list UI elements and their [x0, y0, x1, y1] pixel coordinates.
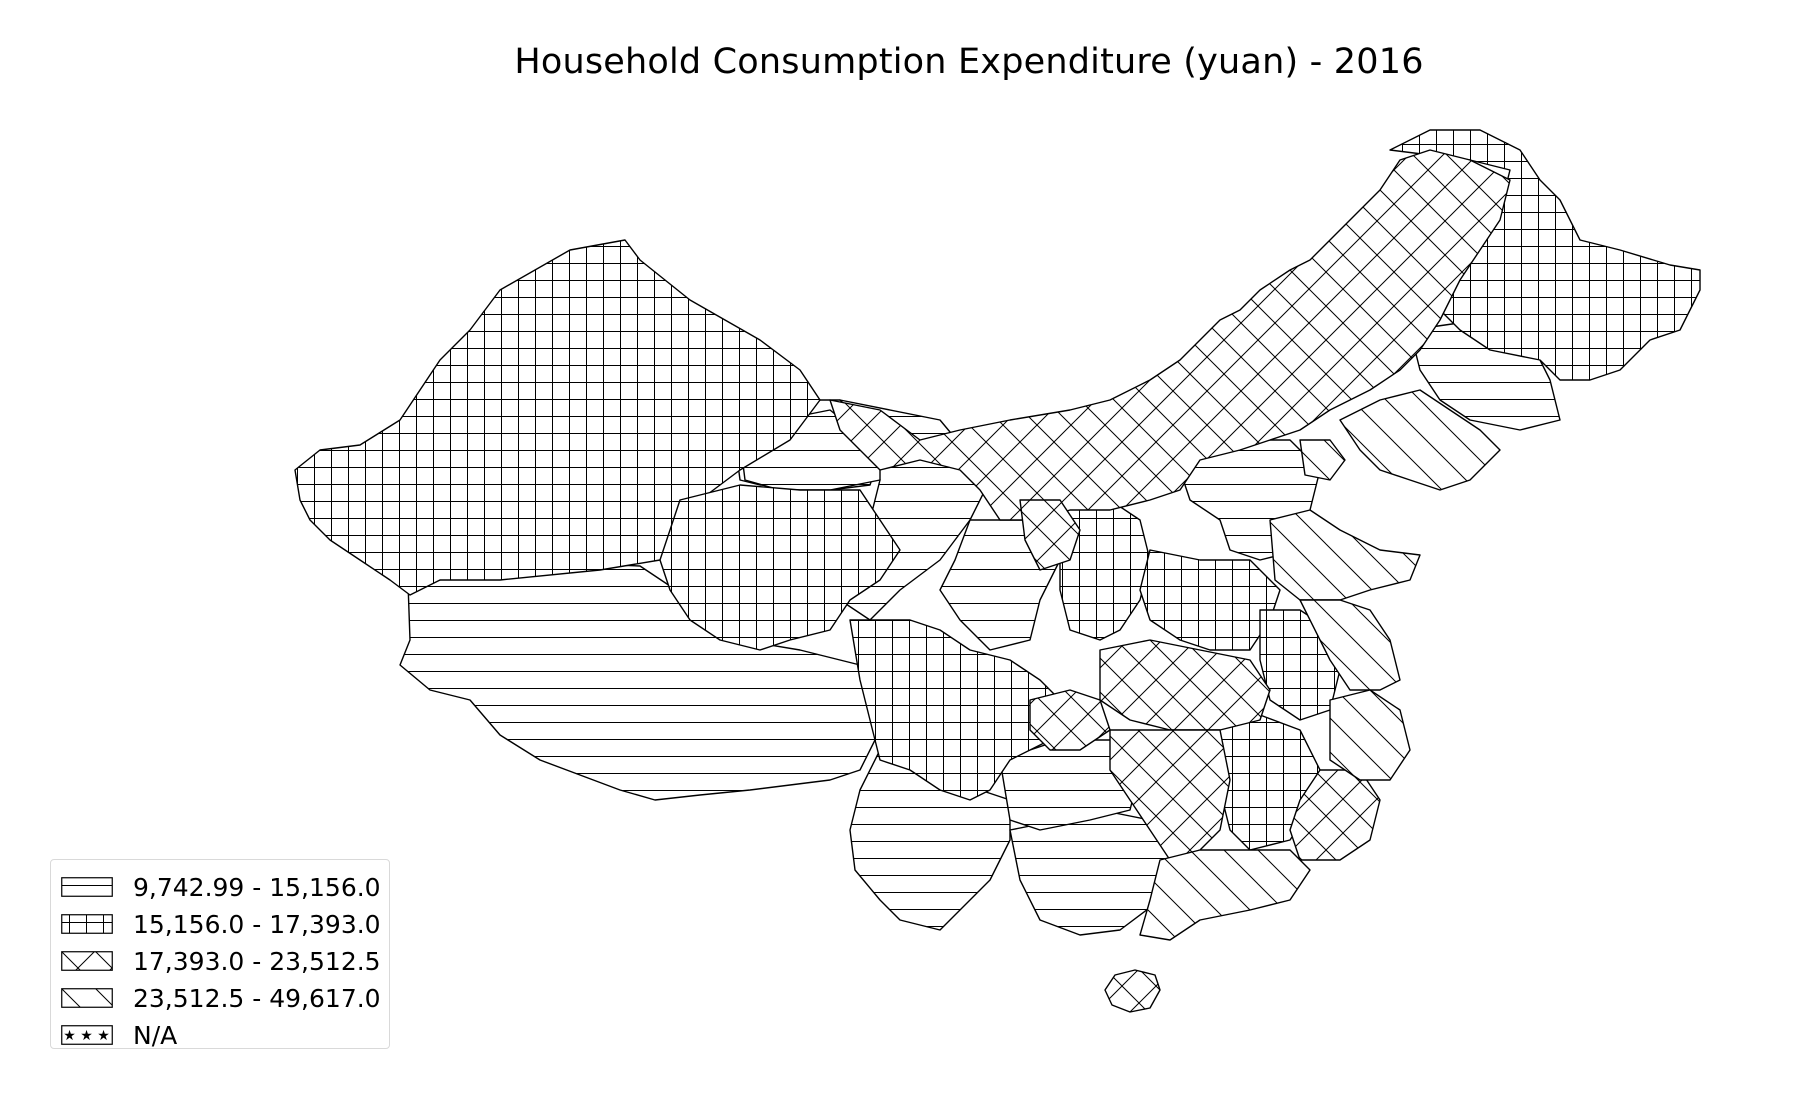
- legend-swatch-stars: [61, 1025, 113, 1045]
- region-shandong: [1269, 509, 1421, 601]
- legend-item: N/A: [61, 1020, 178, 1050]
- region-chongqing: [1029, 689, 1111, 751]
- legend-swatch-diagonal-cross: [61, 951, 113, 971]
- region-hubei: [1099, 639, 1271, 731]
- region-henan: [1139, 549, 1281, 651]
- region-guangdong: [1139, 849, 1311, 941]
- region-inner-mongolia: [829, 149, 1511, 521]
- legend-item: 17,393.0 - 23,512.5: [61, 946, 381, 976]
- region-liaoning: [1339, 389, 1501, 491]
- legend-label: N/A: [133, 1020, 178, 1050]
- legend-label: 9,742.99 - 15,156.0: [133, 872, 381, 902]
- region-jiangsu: [1299, 599, 1401, 691]
- legend-item: 15,156.0 - 17,393.0: [61, 909, 381, 939]
- region-sichuan: [849, 619, 1061, 801]
- legend-swatch-backslash: [61, 988, 113, 1008]
- region-ningxia: [1019, 499, 1081, 571]
- legend-swatch-grid: [61, 914, 113, 934]
- legend-label: 17,393.0 - 23,512.5: [133, 946, 381, 976]
- region-beijing-tianjin: [1299, 439, 1346, 481]
- region-zhejiang: [1329, 689, 1411, 781]
- legend-item: 9,742.99 - 15,156.0: [61, 872, 381, 902]
- legend-swatch-horizontal: [61, 877, 113, 897]
- map-title: Household Consumption Expenditure (yuan)…: [514, 42, 1424, 82]
- region-shanxi: [1059, 499, 1151, 641]
- region-tibet: [399, 562, 881, 801]
- legend-label: 15,156.0 - 17,393.0: [133, 909, 381, 939]
- region-hainan: [1104, 969, 1161, 1013]
- legend-item: 23,512.5 - 49,617.0: [61, 983, 381, 1013]
- region-qinghai: [659, 484, 901, 651]
- map-legend: 9,742.99 - 15,156.0 15,156.0 - 17,393.0 …: [50, 859, 390, 1050]
- legend-label: 23,512.5 - 49,617.0: [133, 983, 381, 1013]
